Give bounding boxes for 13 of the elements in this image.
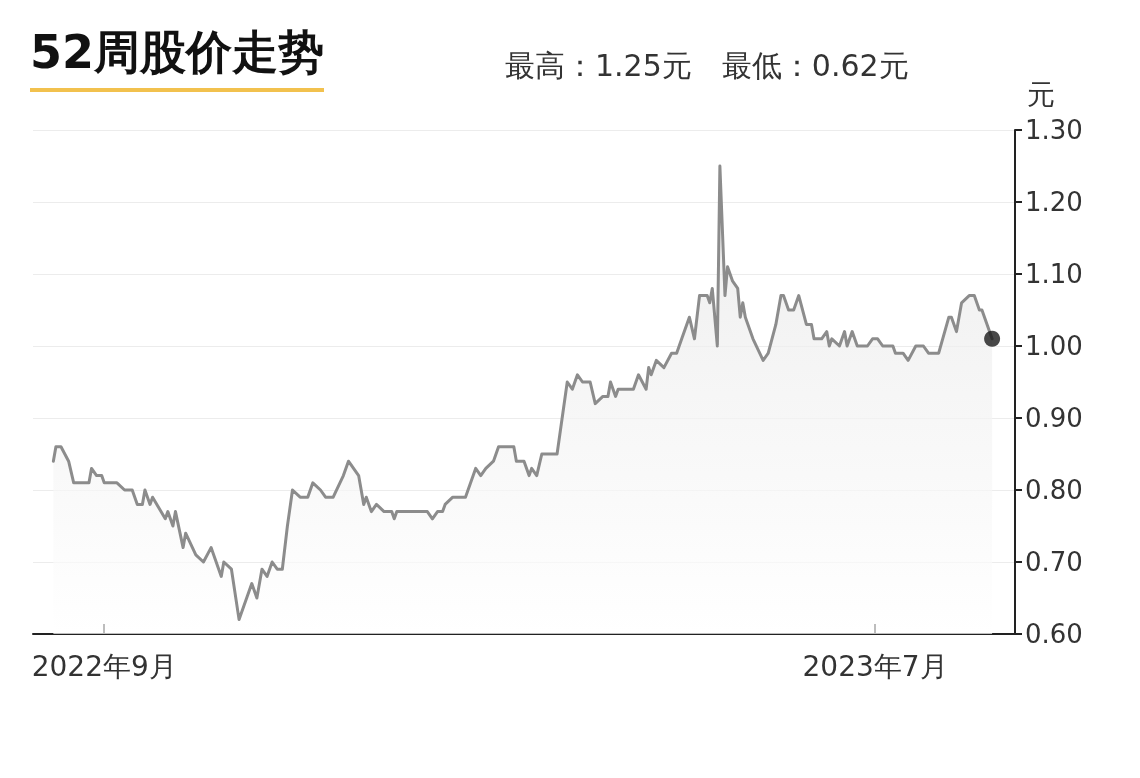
y-tick-label: 0.80 (1025, 475, 1083, 505)
y-tick-label: 1.20 (1025, 187, 1083, 217)
x-tick-label: 2022年9月 (31, 649, 177, 683)
y-axis-title: 元 (1027, 78, 1055, 110)
y-tick-label: 1.00 (1025, 331, 1083, 361)
y-tick-label: 0.60 (1025, 619, 1083, 649)
y-tick-label: 0.70 (1025, 547, 1083, 577)
y-tick-label: 1.30 (1025, 115, 1083, 145)
y-tick-label: 0.90 (1025, 403, 1083, 433)
chart-title: 52周股价走势 (30, 22, 325, 92)
x-tick-label: 2023年7月 (802, 649, 948, 683)
chart-subtitle: 最高：1.25元 最低：0.62元 (505, 47, 909, 85)
y-tick-label: 1.10 (1025, 259, 1083, 289)
